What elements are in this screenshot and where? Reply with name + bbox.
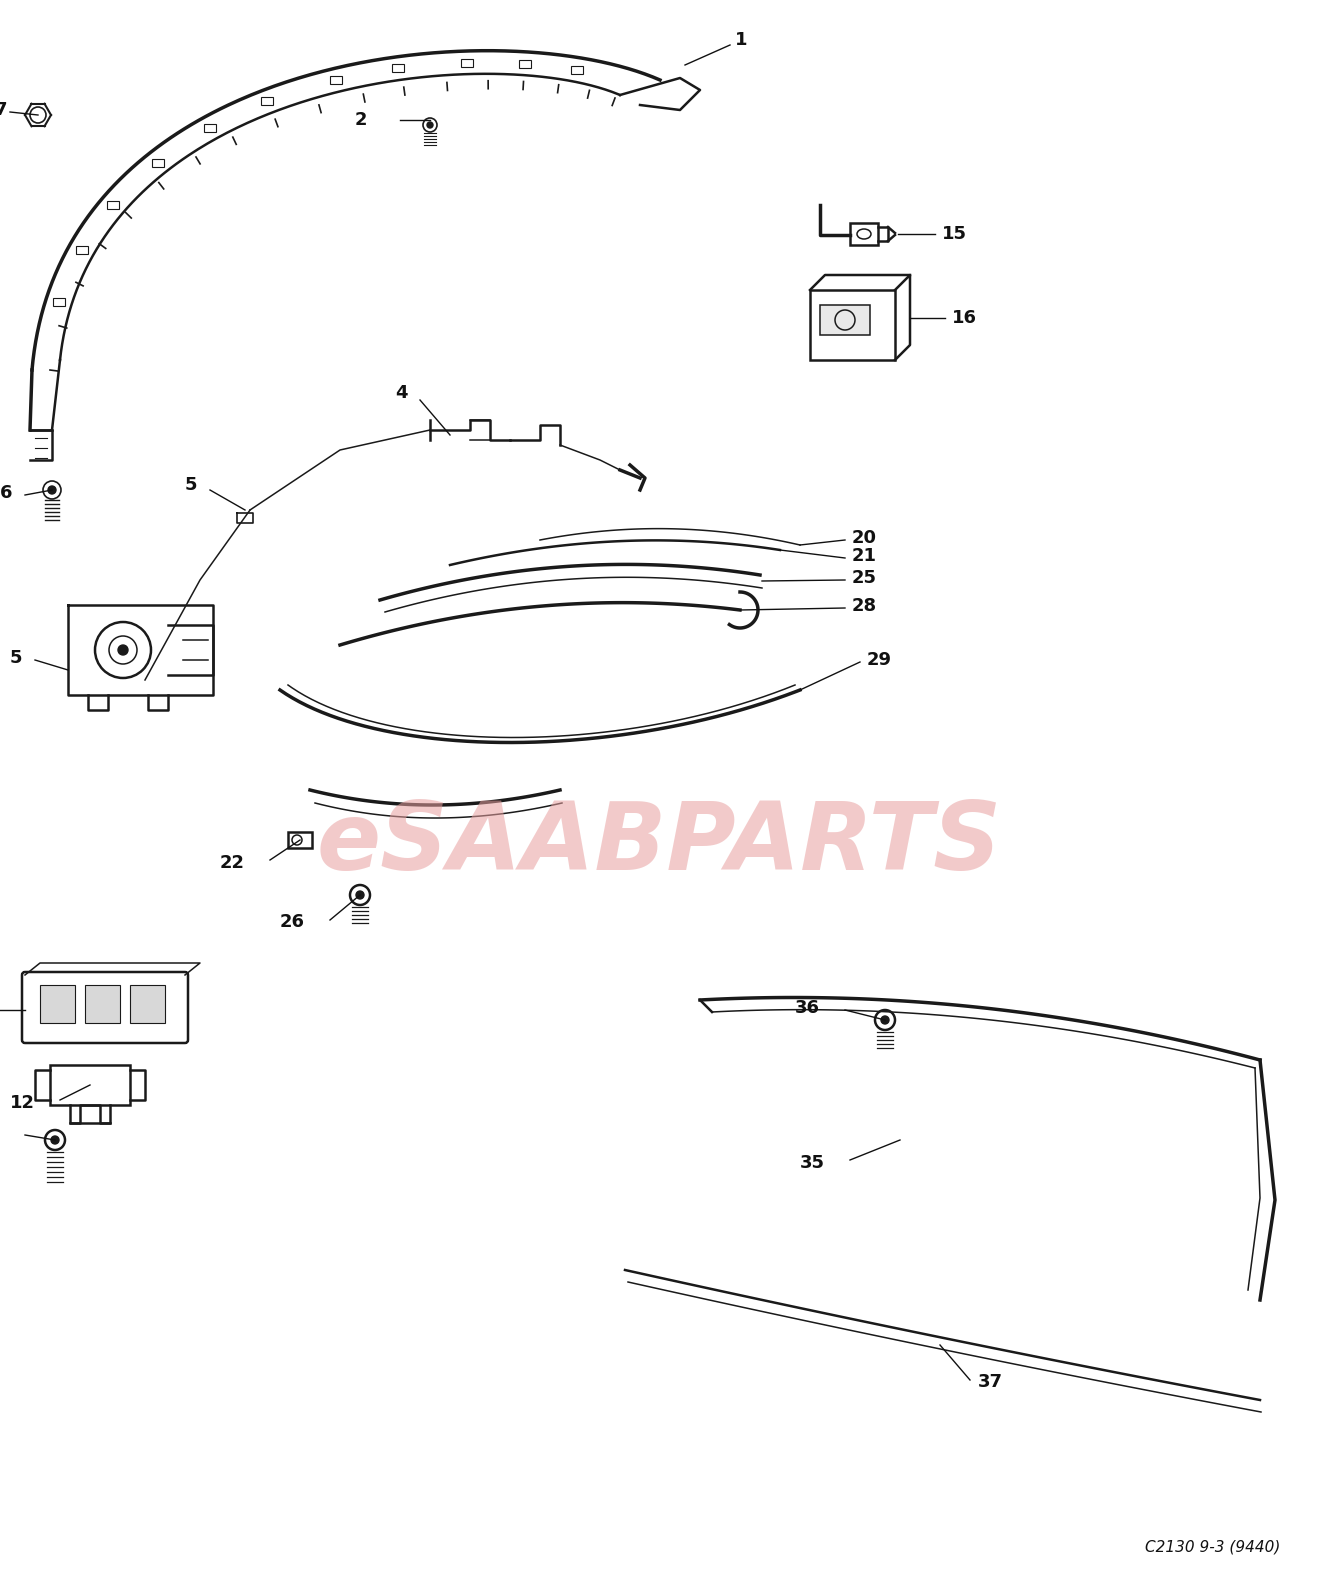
Bar bbox=[53, 298, 65, 306]
Bar bbox=[261, 98, 273, 106]
FancyBboxPatch shape bbox=[22, 972, 188, 1043]
Bar bbox=[461, 58, 473, 66]
Text: 5: 5 bbox=[11, 649, 22, 667]
Text: 29: 29 bbox=[867, 652, 892, 669]
Text: 37: 37 bbox=[978, 1373, 1003, 1390]
Text: 21: 21 bbox=[851, 548, 876, 565]
Bar bbox=[820, 305, 870, 335]
Text: 4: 4 bbox=[395, 383, 407, 402]
Bar bbox=[811, 290, 895, 360]
Text: 36: 36 bbox=[795, 999, 820, 1016]
Text: eSAABPARTS: eSAABPARTS bbox=[316, 798, 1002, 890]
Text: 25: 25 bbox=[851, 570, 876, 587]
Ellipse shape bbox=[857, 229, 871, 238]
Bar bbox=[393, 65, 405, 73]
Circle shape bbox=[356, 892, 364, 899]
Bar bbox=[571, 66, 583, 74]
Bar bbox=[850, 222, 878, 245]
Text: 35: 35 bbox=[800, 1154, 825, 1172]
Text: 26: 26 bbox=[279, 914, 304, 931]
Text: 12: 12 bbox=[11, 1094, 36, 1112]
Bar bbox=[289, 832, 312, 847]
Bar bbox=[204, 125, 216, 133]
Bar bbox=[519, 60, 531, 68]
Bar bbox=[40, 985, 75, 1023]
Bar bbox=[84, 985, 120, 1023]
Text: 20: 20 bbox=[851, 529, 876, 548]
Circle shape bbox=[51, 1136, 59, 1144]
Text: 2: 2 bbox=[355, 110, 368, 129]
Bar bbox=[75, 246, 87, 254]
Text: C2130 9-3 (9440): C2130 9-3 (9440) bbox=[1144, 1540, 1280, 1554]
Bar bbox=[107, 202, 119, 210]
Text: 16: 16 bbox=[952, 309, 977, 327]
Bar bbox=[50, 1065, 130, 1105]
Text: 6: 6 bbox=[0, 484, 12, 502]
Bar bbox=[330, 76, 343, 84]
Bar bbox=[152, 159, 163, 167]
Text: 1: 1 bbox=[735, 32, 747, 49]
Text: 15: 15 bbox=[942, 226, 967, 243]
Text: 5: 5 bbox=[185, 477, 198, 494]
Text: 22: 22 bbox=[220, 854, 245, 873]
Circle shape bbox=[427, 122, 434, 128]
Circle shape bbox=[880, 1016, 890, 1024]
Text: 7: 7 bbox=[0, 101, 8, 118]
Circle shape bbox=[47, 486, 55, 494]
Bar bbox=[130, 985, 165, 1023]
Text: 28: 28 bbox=[851, 596, 876, 615]
Circle shape bbox=[119, 645, 128, 655]
